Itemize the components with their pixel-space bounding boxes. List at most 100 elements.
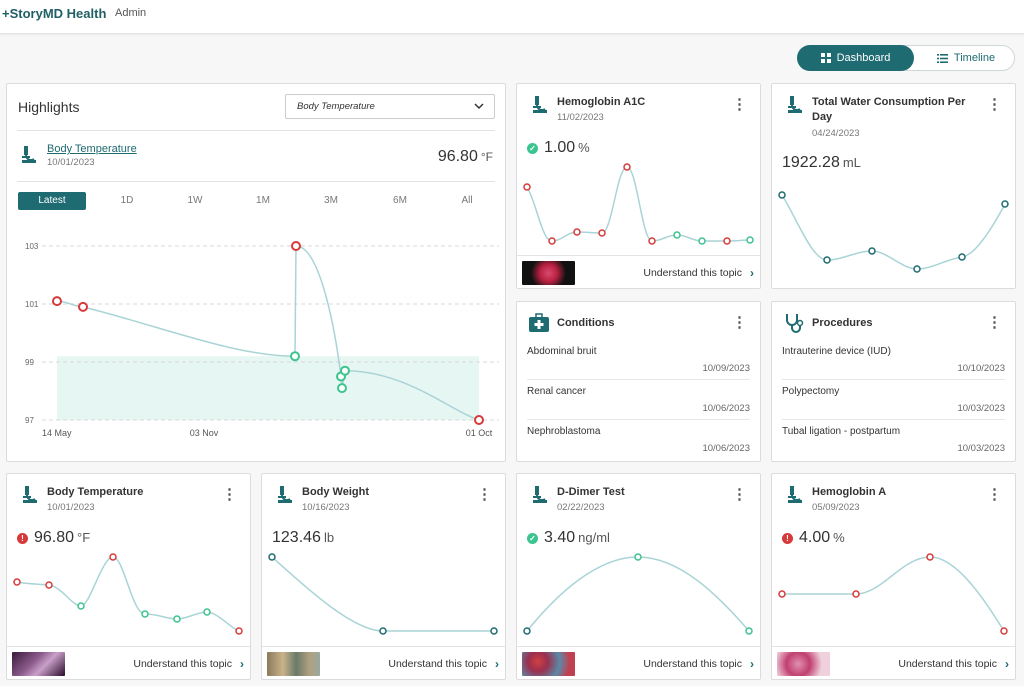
- card-title: Conditions: [557, 317, 615, 329]
- divider: [17, 130, 495, 131]
- data-point: [634, 553, 642, 561]
- card-value: ✓ 3.40 ng/ml: [527, 529, 610, 547]
- understand-topic-label: Understand this topic: [388, 658, 487, 670]
- more-menu-icon[interactable]: ⋮: [222, 486, 237, 503]
- hemoglobin-a-card: Hemoglobin A 05/09/2023 ⋮ ! 4.00 % Under…: [771, 473, 1016, 680]
- alert-status-icon: !: [782, 532, 793, 544]
- metric-date: 10/01/2023: [47, 157, 95, 168]
- y-tick-label: 99: [25, 358, 34, 367]
- alert-status-icon: !: [17, 532, 28, 544]
- list-item-name: Nephroblastoma: [527, 426, 601, 437]
- metric-link[interactable]: Body Temperature: [47, 143, 137, 155]
- range-tab-1m[interactable]: 1M: [256, 195, 270, 206]
- list-item[interactable]: Intrauterine device (IUD) 10/10/2023: [782, 344, 1005, 384]
- more-menu-icon[interactable]: ⋮: [987, 96, 1002, 113]
- dashboard-tab-label: Dashboard: [836, 52, 891, 64]
- list-item[interactable]: Renal cancer 10/06/2023: [527, 384, 750, 424]
- data-point: [648, 237, 656, 245]
- list-item[interactable]: Tubal ligation - postpartum 10/03/2023: [782, 424, 1005, 464]
- grid-icon: [820, 53, 831, 63]
- microscope-icon: [788, 96, 802, 113]
- metric-value-number: 96.80: [437, 148, 478, 165]
- list-item[interactable]: Nephroblastoma 10/06/2023: [527, 424, 750, 464]
- topic-thumbnail[interactable]: [522, 261, 575, 285]
- card-title: Hemoglobin A: [812, 486, 887, 498]
- understand-topic-link[interactable]: Understand this topic ›: [898, 657, 1009, 671]
- microscope-icon: [22, 146, 36, 163]
- more-menu-icon[interactable]: ⋮: [732, 96, 747, 113]
- more-menu-icon[interactable]: ⋮: [987, 486, 1002, 503]
- understand-topic-link[interactable]: Understand this topic ›: [643, 266, 754, 280]
- understand-topic-link[interactable]: Understand this topic ›: [388, 657, 499, 671]
- card-date: 11/02/2023: [557, 112, 604, 123]
- range-tab-3m[interactable]: 3M: [324, 195, 338, 206]
- data-point: [745, 627, 753, 635]
- list-item[interactable]: Abdominal bruit 10/09/2023: [527, 344, 750, 384]
- topic-thumbnail[interactable]: [267, 652, 320, 676]
- card-value-unit: mL: [842, 155, 861, 170]
- dashboard-tab[interactable]: Dashboard: [797, 45, 914, 71]
- range-tab-all[interactable]: All: [461, 195, 473, 206]
- data-point: [958, 253, 966, 261]
- timeline-tab[interactable]: Timeline: [916, 45, 1016, 71]
- normal-range-band: [57, 356, 479, 420]
- card-title: D-Dimer Test: [557, 486, 625, 498]
- list-item-date: 10/03/2023: [957, 403, 1005, 414]
- more-menu-icon[interactable]: ⋮: [732, 314, 747, 331]
- highlights-chart: 103 101 99 97 14 May 03 Nov 01 Oct: [25, 241, 499, 438]
- sparkline: [778, 553, 1008, 635]
- topic-thumbnail[interactable]: [12, 652, 65, 676]
- chevron-right-icon: ›: [240, 657, 244, 671]
- topic-thumbnail[interactable]: [777, 652, 830, 676]
- range-tab-1d[interactable]: 1D: [120, 195, 134, 206]
- data-point: [13, 578, 21, 586]
- data-point: [268, 553, 276, 561]
- microscope-icon: [278, 486, 292, 503]
- sparkline: [523, 553, 753, 635]
- divider: [782, 419, 1005, 420]
- card-date: 05/09/2023: [812, 502, 860, 513]
- more-menu-icon[interactable]: ⋮: [477, 486, 492, 503]
- understand-topic-label: Understand this topic: [133, 658, 232, 670]
- data-point: [778, 191, 786, 199]
- app-logo[interactable]: +StoryMD Health: [2, 6, 107, 21]
- data-point: [673, 231, 681, 239]
- y-tick-label: 97: [25, 416, 34, 425]
- sparkline: [778, 191, 1009, 273]
- data-point: [523, 183, 531, 191]
- metric-select-value: Body Temperature: [297, 101, 375, 112]
- card-title: Total Water Consumption Per Day: [812, 96, 966, 123]
- list-item[interactable]: Polypectomy 10/03/2023: [782, 384, 1005, 424]
- card-footer: Understand this topic ›: [772, 646, 1015, 679]
- sparkline: [13, 553, 243, 635]
- card-title: Body Weight: [302, 486, 370, 498]
- more-menu-icon[interactable]: ⋮: [987, 314, 1002, 331]
- card-footer: Understand this topic ›: [262, 646, 505, 679]
- microscope-icon: [23, 486, 37, 503]
- data-point: [291, 241, 301, 251]
- divider: [527, 419, 750, 420]
- data-point: [235, 627, 243, 635]
- conditions-card: Conditions ⋮ Abdominal bruit 10/09/2023 …: [516, 301, 761, 462]
- range-tab-latest[interactable]: Latest: [18, 192, 86, 210]
- data-point: [823, 256, 831, 264]
- highlights-card: Highlights Body Temperature Body Tempera…: [6, 83, 506, 462]
- data-point: [77, 602, 85, 610]
- range-tab-6m[interactable]: 6M: [393, 195, 407, 206]
- admin-link[interactable]: Admin: [115, 7, 147, 19]
- understand-topic-link[interactable]: Understand this topic ›: [643, 657, 754, 671]
- chevron-right-icon: ›: [1005, 657, 1009, 671]
- list-icon: [936, 53, 948, 63]
- list-item-date: 10/09/2023: [702, 363, 750, 374]
- range-tab-1w[interactable]: 1W: [187, 195, 203, 206]
- water-card: Total Water Consumption Per Day 04/24/20…: [771, 83, 1016, 289]
- microscope-icon: [533, 96, 547, 113]
- card-value-unit: %: [578, 140, 590, 155]
- data-point: [523, 627, 531, 635]
- more-menu-icon[interactable]: ⋮: [732, 486, 747, 503]
- card-value: 1922.28 mL: [782, 154, 861, 172]
- understand-topic-link[interactable]: Understand this topic ›: [133, 657, 244, 671]
- list-item-name: Intrauterine device (IUD): [782, 346, 891, 357]
- topic-thumbnail[interactable]: [522, 652, 575, 676]
- metric-select[interactable]: Body Temperature: [285, 94, 495, 119]
